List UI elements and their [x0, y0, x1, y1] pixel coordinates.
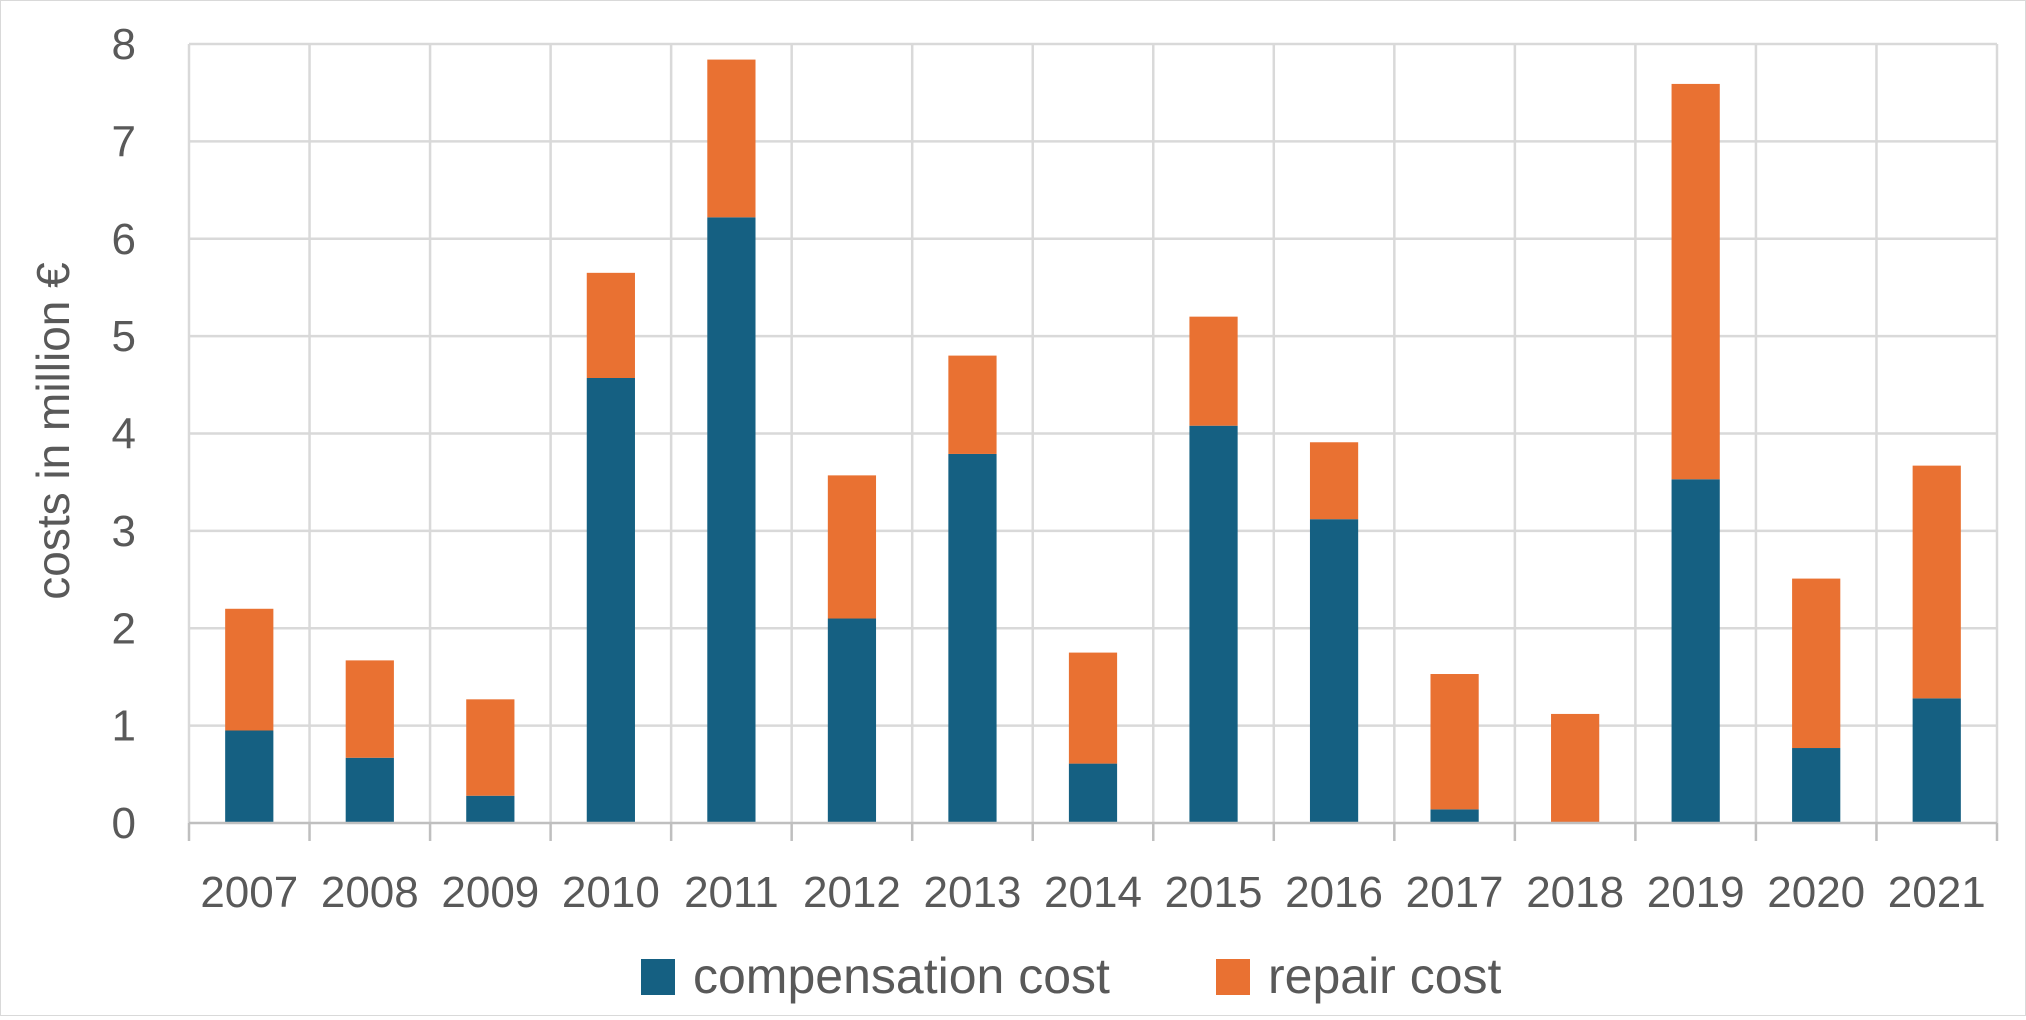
bar-segment-compensation-cost-2020 — [1792, 748, 1841, 823]
axes: 0 1 2 3 4 5 6 7 8 2007 2008 2009 2010 2011 2012 2013 201… — [112, 20, 1999, 917]
x-tick-label: 2013 — [924, 868, 1022, 917]
y-tick-label: 1 — [112, 702, 136, 751]
y-tick-label: 2 — [112, 604, 136, 653]
bar-segment-compensation-cost-2021 — [1912, 698, 1961, 823]
y-tick-label: 8 — [112, 20, 136, 69]
bar-segment-compensation-cost-2011 — [707, 217, 756, 823]
bar-segment-repair-cost-2017 — [1430, 674, 1479, 810]
bar-segment-compensation-cost-2017 — [1430, 809, 1479, 823]
x-tick-label: 2009 — [441, 868, 539, 917]
bar-segment-repair-cost-2010 — [586, 272, 635, 378]
bar-segment-compensation-cost-2015 — [1189, 425, 1238, 823]
y-tick-label: 7 — [112, 117, 136, 166]
bar-segment-compensation-cost-2008 — [345, 757, 394, 823]
legend-label: repair cost — [1268, 948, 1502, 1004]
bar-segment-repair-cost-2020 — [1792, 578, 1841, 749]
bar-segment-repair-cost-2013 — [948, 355, 997, 454]
legend-item-compensation-cost: compensation cost — [641, 948, 1110, 1004]
bar-segment-compensation-cost-2013 — [948, 453, 997, 823]
gridlines — [187, 42, 1999, 823]
y-tick-label: 3 — [112, 507, 136, 556]
bar-segment-repair-cost-2009 — [466, 699, 515, 796]
bar-segment-compensation-cost-2012 — [827, 618, 877, 823]
bar-segment-repair-cost-2016 — [1309, 442, 1359, 520]
bar-segment-repair-cost-2018 — [1551, 713, 1600, 823]
y-tick-label: 5 — [112, 312, 136, 361]
x-tick-label: 2007 — [200, 868, 298, 917]
bar-segment-compensation-cost-2016 — [1309, 519, 1359, 823]
y-axis-title: costs in million € — [27, 262, 79, 599]
y-tick-label: 6 — [112, 215, 136, 264]
x-tick-label: 2016 — [1285, 868, 1383, 917]
bar-segment-compensation-cost-2010 — [586, 377, 635, 823]
legend-swatch — [641, 959, 675, 995]
x-tick-label: 2018 — [1526, 868, 1624, 917]
bar-segment-repair-cost-2019 — [1671, 83, 1720, 480]
legend-swatch — [1216, 959, 1250, 995]
x-tick-label: 2012 — [803, 868, 901, 917]
y-tick-label: 0 — [112, 799, 136, 848]
x-tick-label: 2014 — [1044, 868, 1142, 917]
bar-segment-compensation-cost-2009 — [466, 795, 515, 823]
bar-segment-compensation-cost-2007 — [225, 730, 274, 823]
x-tick-label: 2010 — [562, 868, 660, 917]
x-tick-label: 2008 — [321, 868, 419, 917]
bar-segment-repair-cost-2014 — [1068, 652, 1118, 764]
bar-segment-repair-cost-2008 — [345, 660, 394, 758]
bar-segment-repair-cost-2015 — [1189, 316, 1238, 426]
bar-segment-repair-cost-2021 — [1912, 465, 1961, 699]
legend: compensation cost repair cost — [641, 948, 1502, 1004]
bar-segment-repair-cost-2011 — [707, 59, 756, 218]
bars — [225, 59, 1961, 823]
x-tick-label: 2015 — [1165, 868, 1263, 917]
x-tick-label: 2020 — [1767, 868, 1865, 917]
x-tick-label: 2017 — [1406, 868, 1504, 917]
bar-segment-compensation-cost-2019 — [1671, 479, 1720, 823]
legend-label: compensation cost — [693, 948, 1110, 1004]
y-tick-label: 4 — [112, 410, 136, 459]
x-tick-label: 2011 — [684, 868, 779, 917]
x-tick-label: 2021 — [1888, 868, 1986, 917]
legend-item-repair-cost: repair cost — [1216, 948, 1502, 1004]
bar-segment-compensation-cost-2014 — [1068, 763, 1118, 823]
bar-segment-repair-cost-2007 — [225, 608, 274, 731]
bar-segment-repair-cost-2012 — [827, 475, 877, 619]
x-tick-label: 2019 — [1647, 868, 1745, 917]
